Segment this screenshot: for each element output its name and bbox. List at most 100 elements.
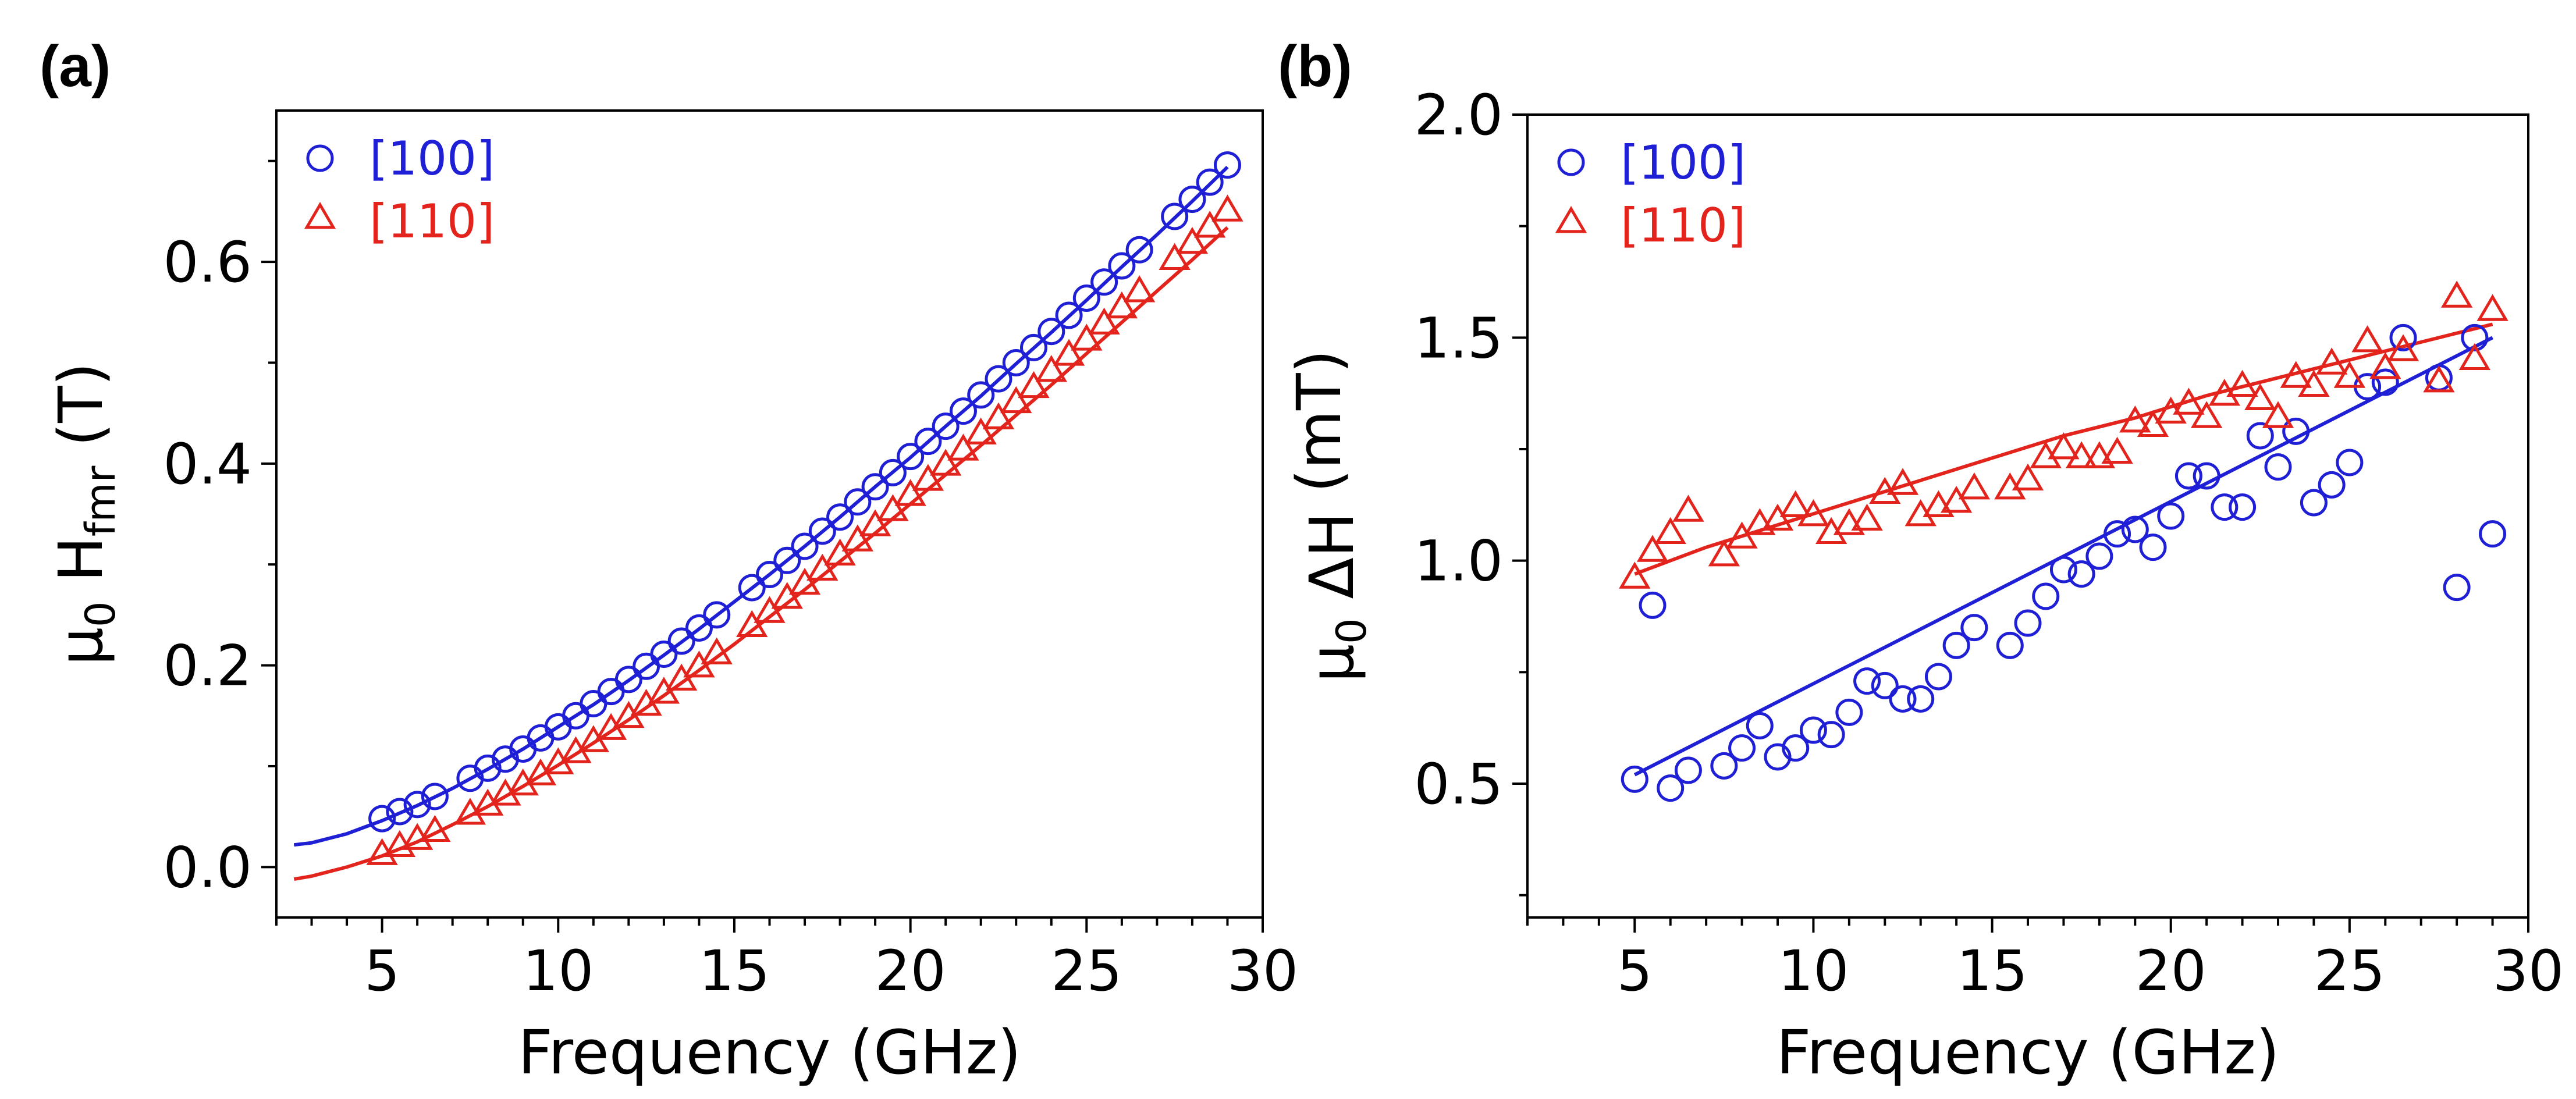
panel-b-y-axis-title: μ0 ΔH (mT): [1284, 350, 1376, 682]
y-tick-label: 2.0: [1414, 83, 1503, 148]
data-point-100: [808, 517, 836, 545]
data-point-110: [754, 596, 786, 623]
ylabel-suffix: (T): [45, 362, 116, 466]
panel-a-x-axis-title: Frequency (GHz): [518, 1017, 1021, 1088]
ylabel-prefix: μ: [45, 627, 116, 666]
data-point-100: [650, 640, 678, 668]
data-point-100: [685, 614, 713, 642]
data-point-100: [756, 561, 783, 589]
data-point-110: [648, 677, 680, 704]
data-point-100: [861, 473, 889, 501]
ylabel-prefix: μ: [1296, 644, 1367, 682]
data-point-100: [1621, 765, 1648, 793]
data-point-110: [2476, 294, 2509, 321]
data-point-100: [914, 428, 942, 456]
data-point-100: [879, 458, 907, 486]
data-point-110: [1708, 539, 1740, 567]
data-point-110: [2137, 410, 2169, 438]
data-point-110: [665, 663, 698, 691]
data-point-110: [2244, 383, 2276, 411]
x-tick-label: 20: [875, 938, 946, 1004]
ylabel-sub0: 0: [1328, 618, 1376, 644]
data-point-100: [403, 791, 431, 819]
data-point-100: [368, 805, 396, 833]
data-point-100: [1002, 348, 1030, 376]
panel-a-legend: [100] [110]: [304, 131, 495, 248]
panel-b-data-points: [1619, 280, 2509, 802]
data-point-110: [1797, 499, 1829, 527]
panel-b: (b) 5 10 15 20 25 30 0.5 1.0 1.5 2.0 [100] [110]…: [1278, 34, 2564, 1088]
data-point-100: [844, 488, 872, 516]
data-point-100: [614, 666, 642, 693]
data-point-100: [2300, 489, 2328, 517]
data-point-110: [877, 494, 909, 521]
legend-circle-marker: [1557, 148, 1585, 176]
data-point-100: [1108, 252, 1136, 280]
data-point-100: [1728, 734, 1756, 762]
data-point-100: [2085, 542, 2113, 570]
data-point-110: [912, 464, 944, 491]
panel-b-legend-marker-110: [1555, 206, 1587, 233]
data-point-110: [1071, 323, 1103, 351]
data-point-100: [2157, 502, 2185, 530]
data-point-100: [1889, 685, 1917, 713]
panel-a-y-axis-title: μ0 Hfmr (T): [45, 362, 125, 666]
data-point-100: [1907, 685, 1935, 713]
data-point-110: [736, 610, 768, 638]
data-point-100: [1178, 186, 1206, 214]
panel-b-x-axis: 5 10 15 20 25 30: [1526, 917, 2564, 1004]
data-point-110: [1940, 486, 1973, 513]
panel-b-legend: [100] [110]: [1555, 136, 1746, 252]
data-point-110: [2333, 361, 2366, 388]
data-point-110: [859, 509, 891, 536]
data-point-100: [1196, 168, 1224, 196]
y-tick-label: 0.5: [1414, 752, 1503, 817]
data-point-110: [1636, 535, 1669, 562]
data-point-110: [2387, 334, 2419, 361]
data-point-110: [1654, 517, 1686, 545]
data-point-110: [2048, 432, 2080, 460]
data-point-100: [2067, 560, 2095, 588]
panel-b-y-axis: 0.5 1.0 1.5 2.0: [1414, 83, 1527, 897]
data-point-110: [806, 553, 838, 581]
data-point-110: [2440, 280, 2473, 308]
legend-circle-marker: [306, 144, 334, 172]
x-tick-label: 10: [1778, 938, 1849, 1004]
panel-a-data-points: [366, 151, 1243, 865]
y-tick-label: 1.0: [1414, 529, 1503, 594]
x-tick-label: 5: [364, 938, 400, 1004]
panel-b-legend-label-100: [100]: [1621, 136, 1746, 190]
panel-a-legend-label-100: [100]: [369, 131, 495, 186]
data-point-110: [1123, 275, 1156, 303]
data-point-100: [1657, 774, 1685, 802]
panel-a-x-axis: 5 10 15 20 25 30: [275, 917, 1298, 1004]
data-point-110: [2458, 343, 2491, 371]
data-point-100: [1125, 236, 1153, 264]
data-point-110: [1886, 468, 1919, 495]
data-point-100: [1835, 698, 1863, 726]
data-point-100: [1020, 333, 1048, 361]
fit-line-110: [293, 226, 1229, 881]
x-tick-label: 30: [2493, 938, 2564, 1004]
data-point-100: [773, 546, 801, 574]
y-tick-label: 1.5: [1414, 305, 1503, 371]
x-tick-label: 30: [1227, 938, 1298, 1004]
data-point-100: [1817, 721, 1845, 749]
data-point-110: [1035, 355, 1067, 382]
data-point-100: [2104, 520, 2131, 548]
data-point-100: [2479, 520, 2507, 548]
data-point-110: [2280, 361, 2312, 388]
data-point-100: [667, 627, 695, 655]
data-point-100: [967, 381, 995, 409]
data-point-100: [897, 443, 925, 471]
data-point-100: [2443, 574, 2471, 602]
data-point-100: [421, 783, 449, 810]
fit-line-100: [293, 165, 1229, 847]
data-point-110: [2101, 436, 2133, 464]
y-tick-label: 0.0: [163, 835, 252, 900]
data-point-110: [1194, 211, 1226, 238]
data-point-100: [1746, 712, 1774, 739]
data-point-100: [1090, 268, 1118, 296]
data-point-110: [771, 582, 803, 609]
